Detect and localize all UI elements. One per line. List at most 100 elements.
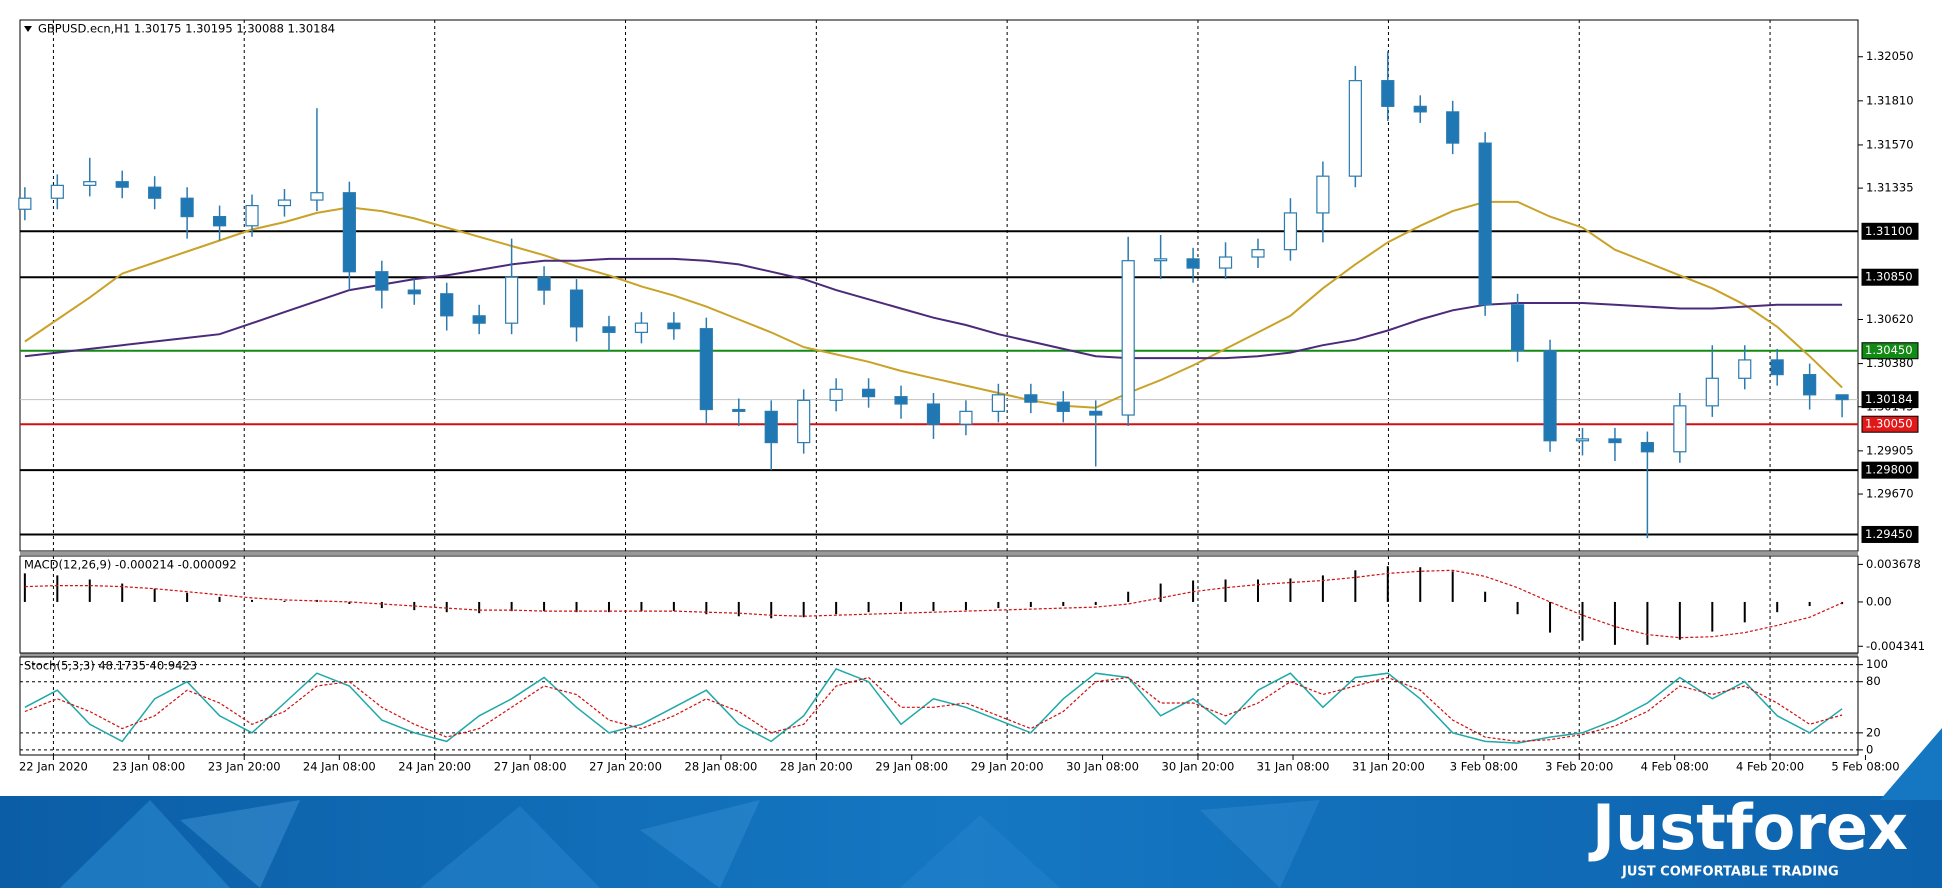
price-label-bg xyxy=(1861,268,1919,286)
candle-body xyxy=(667,322,681,330)
macd-bar xyxy=(705,601,708,615)
stoch-d xyxy=(24,676,1843,743)
price-label-bg xyxy=(1861,461,1919,479)
candle-body xyxy=(1316,175,1330,214)
candle-body xyxy=(1543,350,1557,442)
decor xyxy=(1880,728,1942,800)
macd-bar xyxy=(640,601,643,612)
macd-bar xyxy=(1224,579,1227,602)
candle-body xyxy=(829,388,843,401)
candle-body xyxy=(1705,377,1719,407)
macd-bar xyxy=(510,601,513,612)
x-tick-label: 27 Jan 20:00 xyxy=(589,760,662,774)
x-tick-label: 22 Jan 2020 xyxy=(19,760,88,774)
candle-body xyxy=(569,289,584,328)
y-tick-label: 1.29905 xyxy=(1866,443,1914,457)
y-tick-label: 1.30620 xyxy=(1866,312,1914,326)
macd-bar xyxy=(1678,601,1681,640)
candle-body xyxy=(472,315,486,324)
y-tick-label: 1.31570 xyxy=(1866,137,1914,151)
macd-bar xyxy=(186,592,189,602)
candle-body xyxy=(1673,405,1687,453)
price-label: 1.30184 xyxy=(1865,392,1913,406)
macd-bar xyxy=(964,601,967,611)
candle-body xyxy=(1056,401,1070,412)
macd-bar xyxy=(1289,578,1292,602)
decor xyxy=(1200,800,1320,888)
x-tick-label: 28 Jan 08:00 xyxy=(685,760,758,774)
candle-body xyxy=(1413,105,1427,113)
macd-bar xyxy=(1127,591,1130,602)
price-label: 1.30850 xyxy=(1865,270,1913,284)
candle-body xyxy=(959,410,973,425)
macd-bar xyxy=(56,575,59,602)
x-tick-label: 24 Jan 08:00 xyxy=(303,760,376,774)
x-tick-label: 23 Jan 20:00 xyxy=(208,760,281,774)
candle-body xyxy=(1186,258,1200,269)
macd-bar xyxy=(1581,601,1584,641)
candle-body xyxy=(1154,258,1168,262)
candle-body xyxy=(699,328,713,411)
macd-bar xyxy=(1321,575,1324,602)
candle-body xyxy=(537,276,551,291)
macd-bar xyxy=(380,601,383,609)
macd-bar xyxy=(1094,601,1097,606)
candle-body xyxy=(245,204,259,227)
macd-panel xyxy=(19,555,1859,654)
candle-body xyxy=(1738,359,1752,379)
x-tick-label: 24 Jan 20:00 xyxy=(398,760,471,774)
macd-bar xyxy=(932,601,935,612)
candle-body xyxy=(1283,212,1298,251)
macd-bar xyxy=(348,601,351,604)
macd-bar xyxy=(1419,567,1422,602)
candle-body xyxy=(602,326,616,333)
y-tick-label: -0.004341 xyxy=(1866,639,1925,653)
x-tick-label: 28 Jan 20:00 xyxy=(780,760,853,774)
y-tick-label: 20 xyxy=(1866,725,1881,739)
plot-layer: 22 Jan 2020 23 Jan 08:00 23 Jan 20:00 24 Ja… xyxy=(18,20,1925,774)
candle-body xyxy=(18,197,32,210)
price-label: 1.30050 xyxy=(1865,417,1913,431)
macd-bar xyxy=(445,601,448,613)
price-label-bg xyxy=(1861,525,1919,543)
candle-body xyxy=(894,396,908,405)
candle-body xyxy=(1575,438,1590,442)
macd-bar xyxy=(478,601,481,614)
candle-body xyxy=(1348,80,1362,177)
candle-body xyxy=(764,410,778,444)
brand-tagline: JUST COMFORTABLE TRADING xyxy=(1621,865,1839,880)
macd-bar xyxy=(1159,583,1162,602)
x-tick-label: 23 Jan 08:00 xyxy=(112,760,185,774)
macd-bar xyxy=(1484,591,1487,602)
candle-body xyxy=(375,271,389,291)
y-tick-label: 1.32050 xyxy=(1866,49,1914,63)
candle-body xyxy=(797,399,811,444)
stoch-k xyxy=(24,667,1843,744)
chart-title: GBPUSD.ecn,H1 1.30175 1.30195 1.30088 1.… xyxy=(38,22,335,36)
macd-bar xyxy=(737,601,740,617)
candle-body xyxy=(310,192,324,201)
main-panel xyxy=(19,19,1859,552)
x-tick-label: 3 Feb 08:00 xyxy=(1450,760,1518,774)
footer-banner: Justforex JUST COMFORTABLE TRADING xyxy=(0,728,1942,888)
macd-signal xyxy=(24,569,1843,639)
decor xyxy=(420,806,600,888)
candle-body xyxy=(212,215,227,227)
macd-bar xyxy=(1613,601,1616,645)
decor xyxy=(900,815,1060,888)
macd-bar xyxy=(1029,601,1032,608)
macd-bar xyxy=(543,601,546,612)
candle-body xyxy=(277,199,292,207)
x-tick-label: 29 Jan 08:00 xyxy=(875,760,948,774)
candle-body xyxy=(148,186,162,199)
macd-bar xyxy=(607,601,610,613)
candle-body xyxy=(83,181,97,186)
macd-bar xyxy=(1451,571,1454,602)
decor xyxy=(60,800,230,888)
y-tick-label: 0.00 xyxy=(1866,594,1892,608)
macd-bar xyxy=(672,601,675,612)
macd-bar xyxy=(770,601,773,619)
panels: GBPUSD.ecn,H1 1.30175 1.30195 1.30088 1.… xyxy=(19,19,1859,756)
macd-bar xyxy=(1743,601,1746,623)
